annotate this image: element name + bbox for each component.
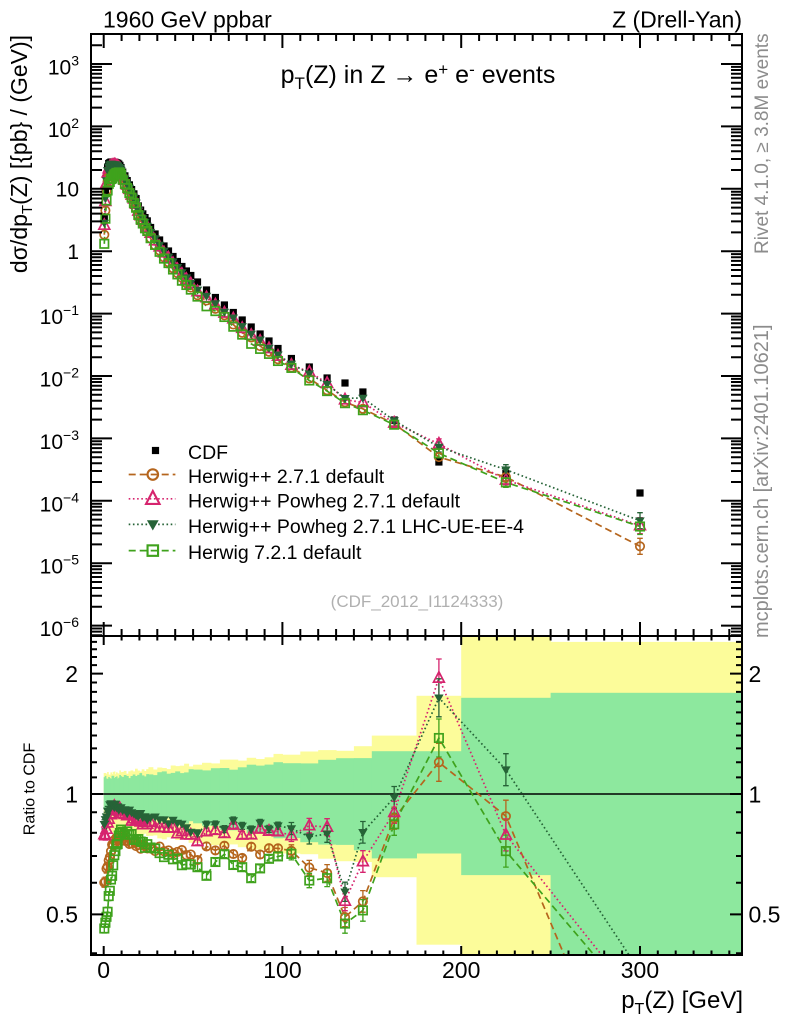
svg-text:Ratio to CDF: Ratio to CDF bbox=[22, 743, 39, 836]
svg-text:Herwig++ Powheg 2.7.1 LHC-UE-E: Herwig++ Powheg 2.7.1 LHC-UE-EE-4 bbox=[188, 516, 524, 538]
svg-text:1960 GeV ppbar: 1960 GeV ppbar bbox=[103, 7, 272, 33]
svg-text:0: 0 bbox=[97, 957, 110, 983]
svg-text:0.5: 0.5 bbox=[46, 902, 78, 928]
svg-text:10: 10 bbox=[56, 178, 79, 201]
svg-text:1: 1 bbox=[749, 781, 762, 807]
svg-text:Z (Drell-Yan): Z (Drell-Yan) bbox=[612, 7, 742, 33]
svg-text:Herwig 7.2.1 default: Herwig 7.2.1 default bbox=[188, 542, 362, 564]
svg-text:1: 1 bbox=[65, 781, 78, 807]
svg-text:100: 100 bbox=[263, 957, 301, 983]
svg-text:200: 200 bbox=[442, 957, 480, 983]
svg-text:(CDF_2012_I1124333): (CDF_2012_I1124333) bbox=[331, 592, 504, 611]
svg-text:pT(Z) [GeV]: pT(Z) [GeV] bbox=[621, 987, 743, 1018]
svg-text:Herwig++ 2.7.1 default: Herwig++ 2.7.1 default bbox=[188, 466, 385, 488]
svg-text:300: 300 bbox=[621, 957, 659, 983]
svg-text:10−1: 10−1 bbox=[40, 302, 80, 329]
svg-text:CDF: CDF bbox=[188, 442, 228, 464]
svg-text:Rivet 4.1.0, ≥ 3.8M events: Rivet 4.1.0, ≥ 3.8M events bbox=[752, 33, 773, 254]
svg-text:0.5: 0.5 bbox=[749, 902, 781, 928]
svg-text:mcplots.cern.ch [arXiv:2401.10: mcplots.cern.ch [arXiv:2401.10621] bbox=[751, 324, 773, 638]
svg-text:2: 2 bbox=[65, 661, 78, 687]
svg-text:2: 2 bbox=[749, 661, 762, 687]
svg-text:Herwig++ Powheg 2.7.1 default: Herwig++ Powheg 2.7.1 default bbox=[188, 490, 461, 512]
svg-text:pT(Z) in Z → e+ e- events: pT(Z) in Z → e+ e- events bbox=[281, 60, 556, 93]
svg-text:1: 1 bbox=[67, 241, 79, 264]
svg-text:dσ/dpT(Z) [{pb} / (GeV)]: dσ/dpT(Z) [{pb} / (GeV)] bbox=[6, 35, 36, 273]
